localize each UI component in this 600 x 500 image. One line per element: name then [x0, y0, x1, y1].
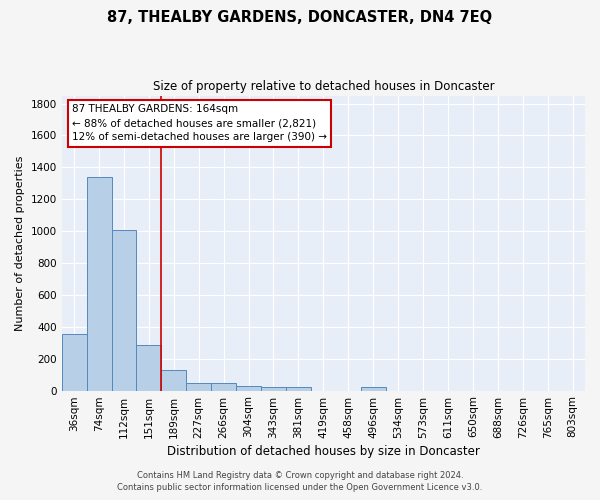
- Title: Size of property relative to detached houses in Doncaster: Size of property relative to detached ho…: [152, 80, 494, 93]
- Bar: [86, 177, 112, 390]
- Bar: [136, 345, 161, 391]
- Y-axis label: Number of detached properties: Number of detached properties: [15, 156, 25, 330]
- Bar: [161, 370, 186, 390]
- Bar: [62, 334, 86, 390]
- Bar: [211, 384, 236, 390]
- Bar: [236, 386, 261, 390]
- Text: 87, THEALBY GARDENS, DONCASTER, DN4 7EQ: 87, THEALBY GARDENS, DONCASTER, DN4 7EQ: [107, 10, 493, 25]
- Bar: [286, 388, 311, 390]
- Text: 87 THEALBY GARDENS: 164sqm
← 88% of detached houses are smaller (2,821)
12% of s: 87 THEALBY GARDENS: 164sqm ← 88% of deta…: [72, 104, 327, 142]
- Bar: [186, 384, 211, 390]
- Text: Contains HM Land Registry data © Crown copyright and database right 2024.
Contai: Contains HM Land Registry data © Crown c…: [118, 471, 482, 492]
- Bar: [261, 388, 286, 390]
- Bar: [361, 388, 386, 390]
- X-axis label: Distribution of detached houses by size in Doncaster: Distribution of detached houses by size …: [167, 444, 480, 458]
- Bar: [112, 230, 136, 390]
